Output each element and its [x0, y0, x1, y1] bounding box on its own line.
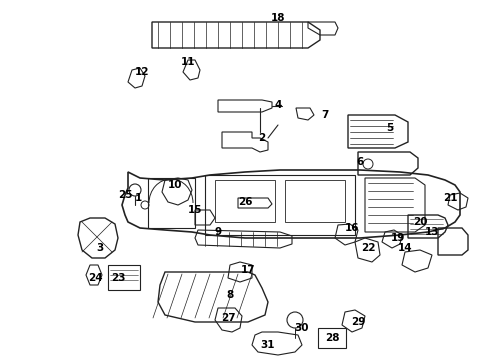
Text: 1: 1: [134, 193, 142, 203]
Text: 28: 28: [325, 333, 339, 343]
Text: 25: 25: [118, 190, 132, 200]
Text: 18: 18: [271, 13, 285, 23]
Text: 24: 24: [88, 273, 102, 283]
Text: 6: 6: [356, 157, 364, 167]
Text: 11: 11: [181, 57, 195, 67]
Bar: [318, 328, 346, 348]
Text: 21: 21: [443, 193, 457, 203]
Text: 4: 4: [274, 100, 282, 110]
Text: 10: 10: [168, 180, 182, 190]
Text: 23: 23: [111, 273, 125, 283]
Text: 15: 15: [188, 205, 202, 215]
Text: 12: 12: [135, 67, 149, 77]
Text: 5: 5: [387, 123, 393, 133]
Bar: [285, 180, 345, 222]
Text: 3: 3: [97, 243, 103, 253]
Text: 17: 17: [241, 265, 255, 275]
Text: 13: 13: [425, 227, 439, 237]
Text: 19: 19: [391, 233, 405, 243]
Text: 26: 26: [238, 197, 252, 207]
Text: 20: 20: [413, 217, 427, 227]
Text: 7: 7: [321, 110, 329, 120]
Text: 29: 29: [351, 317, 365, 327]
Text: 2: 2: [258, 133, 266, 143]
Text: 14: 14: [398, 243, 412, 253]
Text: 8: 8: [226, 290, 234, 300]
Bar: [215, 180, 275, 222]
Text: 22: 22: [361, 243, 375, 253]
Text: 16: 16: [345, 223, 359, 233]
Text: 9: 9: [215, 227, 221, 237]
Text: 31: 31: [261, 340, 275, 350]
Bar: [108, 265, 140, 290]
Text: 30: 30: [295, 323, 309, 333]
Text: 27: 27: [220, 313, 235, 323]
